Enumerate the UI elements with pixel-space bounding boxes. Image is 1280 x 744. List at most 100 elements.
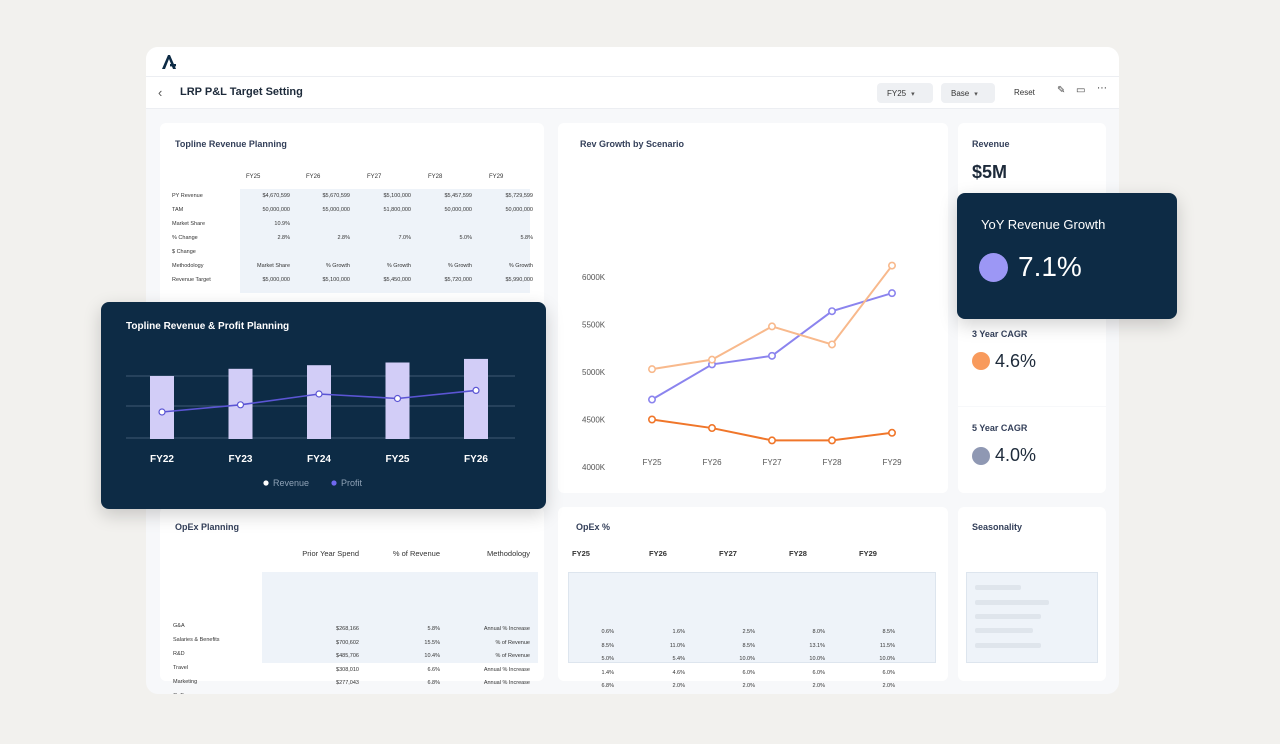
data-point (768, 322, 777, 331)
skeleton-line (975, 614, 1041, 619)
opex-pct-col-header: FY28 (789, 549, 807, 558)
cagr5-dot-icon (972, 447, 990, 465)
opex-cell: $2,036,316 (277, 694, 359, 695)
year-select-value: FY25 (887, 89, 907, 98)
opex-pct-title: OpEx % (576, 522, 611, 532)
yoy-value: 7.1% (1018, 251, 1082, 282)
cagr3-value: 4.6% (995, 351, 1037, 371)
x-tick-label: FY27 (762, 458, 782, 467)
skeleton-line (975, 600, 1049, 605)
data-point (648, 415, 657, 424)
opex-pct-table-bg (568, 572, 936, 663)
opex-pct-cell: 5.4% (672, 656, 685, 662)
opex-col-header: Prior Year Spend (302, 549, 359, 558)
topline-cell: $5,450,000 (383, 277, 411, 283)
opex-pct-cell: 8.5% (882, 629, 895, 635)
opex-pct-cell: 0.6% (601, 629, 614, 635)
scenario-select[interactable]: Base ▾ (941, 83, 995, 103)
cagr3-dot-icon (972, 352, 990, 370)
revenue-bar (464, 358, 488, 439)
cagr5-label: 5 Year CAGR (972, 423, 1028, 433)
opex-pct-cell: 10.0% (879, 656, 895, 662)
cagr3-label: 3 Year CAGR (972, 329, 1028, 339)
profit-chart-title: Topline Revenue & Profit Planning (126, 321, 290, 332)
revenue-label: Revenue (972, 139, 1010, 149)
opex-pct-cell: 11.5% (879, 642, 895, 649)
profit-planning-overlay: Topline Revenue & Profit Planning FY22 FY… (101, 302, 546, 509)
profit-point (315, 390, 323, 398)
x-tick-label: FY29 (882, 458, 902, 467)
chevron-down-icon: ▾ (974, 91, 978, 98)
data-point (768, 436, 777, 445)
opex-cell: 6.8% (427, 680, 440, 686)
opex-row-label: G&A (173, 623, 185, 629)
data-point (887, 261, 896, 270)
opex-cell: 5.8% (427, 626, 440, 632)
topline-row-label: % Change (172, 235, 198, 241)
opex-pct-cell: 2.0% (742, 683, 755, 689)
opex-col-header: % of Revenue (392, 549, 440, 558)
revenue-bar (150, 376, 174, 439)
topline-row-label: $ Change (172, 249, 196, 255)
pencil-icon[interactable]: ✎ (1057, 85, 1066, 96)
profit-chart: FY22 FY23 FY24 FY25 FY26 Revenue Profit (126, 358, 515, 488)
data-point (648, 395, 657, 404)
legend-label: Profit (341, 478, 363, 488)
skeleton-line (975, 643, 1041, 648)
more-icon[interactable]: ⋯ (1097, 83, 1107, 94)
opex-pct-cell: 4.6% (672, 669, 685, 676)
x-tick-label: FY22 (150, 454, 174, 465)
x-tick-label: FY25 (642, 458, 662, 467)
comment-icon[interactable]: ▭ (1076, 85, 1086, 96)
topline-col-header: FY28 (428, 174, 443, 180)
legend-marker (263, 480, 269, 486)
x-tick-label: FY23 (229, 454, 253, 465)
topline-col-header: FY26 (306, 174, 321, 180)
topline-title: Topline Revenue Planning (175, 139, 287, 149)
skeleton-line (975, 585, 1021, 590)
opex-pct-col-header: FY25 (572, 549, 590, 558)
topline-col-header: FY27 (367, 174, 382, 180)
yoy-label: YoY Revenue Growth (981, 217, 1106, 232)
topline-cell: 51,800,000 (383, 207, 411, 213)
opex-col-header: Methodology (487, 549, 530, 558)
topline-cell: $5,000,000 (262, 277, 290, 283)
kpi-divider (958, 406, 1106, 407)
seasonality-placeholder (966, 572, 1098, 663)
data-point (768, 351, 777, 360)
opex-cell: 15.5% (424, 639, 440, 646)
cagr5-value: 4.0% (995, 445, 1037, 465)
reset-button[interactable]: Reset (1014, 88, 1035, 97)
data-point (648, 365, 657, 374)
opex-pct-cell: 2.0% (672, 683, 685, 689)
topline-cell: $5,720,000 (444, 277, 472, 283)
opex-pct-cell: 10.0% (739, 656, 755, 662)
revenue-bar (307, 365, 331, 439)
series-line-base (651, 292, 893, 401)
x-tick-label: FY26 (464, 454, 488, 465)
topline-cell: 50,000,000 (444, 207, 472, 213)
opex-row-label: Marketing (173, 679, 198, 685)
year-select[interactable]: FY25 ▾ (877, 83, 933, 103)
scenario-select-value: Base (951, 89, 970, 98)
revenue-value: $5M (972, 162, 1008, 182)
opex-pct-cell: 10.0% (809, 656, 825, 662)
opex-pct-cell: 8.0% (812, 629, 825, 635)
toolbar: ‹ LRP P&L Target Setting FY25 ▾ Base ▾ Res… (146, 77, 1119, 109)
opex-pct-cell: 5.0% (601, 656, 614, 662)
data-point (887, 428, 896, 437)
opex-pct-col-header: FY26 (649, 549, 667, 558)
opex-cell: % of Revenue (495, 653, 530, 659)
topline-cell: 10.9% (274, 221, 290, 227)
topline-cell: 50,000,000 (262, 207, 290, 213)
topline-cell: 55,000,000 (322, 207, 350, 213)
opex-pct-cell: 1.6% (672, 629, 685, 635)
topline-row-label: Methodology (172, 263, 204, 269)
legend-label: Revenue (273, 478, 309, 488)
chevron-left-icon[interactable]: ‹ (158, 85, 163, 100)
opex-pct-cell: 6.0% (882, 669, 895, 676)
opex-row-label: Travel (173, 665, 189, 671)
data-point (708, 355, 717, 364)
opex-row-label: OpEx (173, 693, 187, 694)
app-logo-icon[interactable] (160, 54, 178, 70)
